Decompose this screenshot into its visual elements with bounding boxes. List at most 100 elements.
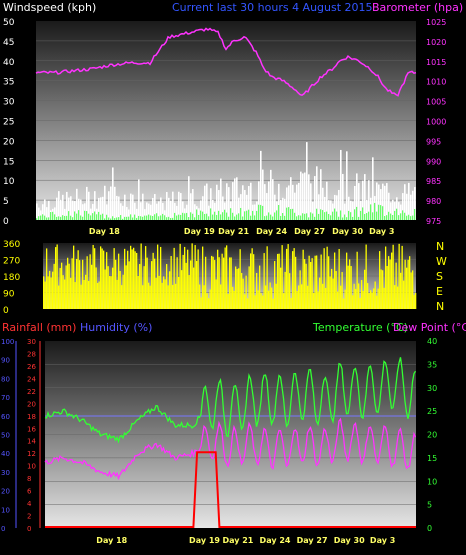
direction-bar xyxy=(257,290,259,309)
compass-label: W xyxy=(436,255,447,268)
direction-bar xyxy=(151,261,153,309)
windspeed-bar xyxy=(298,182,300,220)
direction-bar xyxy=(191,243,193,309)
direction-bar xyxy=(290,297,292,309)
gust-bar xyxy=(356,206,358,220)
windspeed-tick: 50 xyxy=(3,18,15,28)
windspeed-bar xyxy=(40,210,42,220)
windspeed-bar xyxy=(206,183,208,220)
direction-bar xyxy=(232,286,234,309)
windspeed-bar xyxy=(166,192,168,220)
barometer-tick: 1020 xyxy=(426,38,446,47)
windspeed-bar xyxy=(294,192,296,220)
windspeed-bar xyxy=(150,204,152,220)
gust-bar xyxy=(112,216,114,220)
barometer-tick: 1025 xyxy=(426,18,446,27)
windspeed-bar xyxy=(240,194,242,220)
gust-bar xyxy=(262,205,264,220)
gust-bar xyxy=(248,209,250,220)
humidity-tick: 100 xyxy=(1,338,14,346)
gust-bar xyxy=(350,212,352,220)
rainfall-tick: 18 xyxy=(27,413,36,421)
windspeed-bar xyxy=(148,203,150,220)
gust-bar xyxy=(242,216,244,220)
gust-bar xyxy=(200,210,202,220)
rainfall-tick: 24 xyxy=(27,375,36,383)
direction-bar xyxy=(305,263,307,309)
direction-bar xyxy=(359,298,361,309)
direction-bar xyxy=(322,283,324,309)
direction-bar xyxy=(157,244,159,309)
windspeed-bar xyxy=(336,195,338,220)
gust-bar xyxy=(234,216,236,220)
direction-bar xyxy=(71,258,73,309)
windspeed-bar xyxy=(56,197,58,220)
direction-bar xyxy=(376,295,378,309)
windspeed-bar xyxy=(290,177,292,220)
gust-bar xyxy=(54,214,56,220)
windspeed-bar xyxy=(390,202,392,220)
direction-bar xyxy=(355,288,357,309)
direction-bar xyxy=(386,266,388,309)
direction-bar xyxy=(220,284,222,309)
direction-bar xyxy=(185,262,187,309)
windspeed-bar xyxy=(218,190,220,220)
direction-bar xyxy=(107,266,109,309)
windspeed-bar xyxy=(202,196,204,220)
gust-bar xyxy=(204,213,206,220)
direction-bar xyxy=(125,265,127,309)
gust-bar xyxy=(312,213,314,220)
windspeed-bar xyxy=(158,201,160,220)
gust-bar xyxy=(238,213,240,220)
gust-bar xyxy=(240,207,242,220)
direction-bar xyxy=(325,288,327,309)
gust-bar xyxy=(414,208,416,220)
x-tick-label: Day 21 xyxy=(218,227,249,236)
direction-bar xyxy=(241,273,243,309)
gust-bar xyxy=(376,211,378,220)
windspeed-bar xyxy=(204,185,206,220)
direction-bar xyxy=(208,298,210,309)
windspeed-bar xyxy=(322,187,324,220)
windspeed-bar xyxy=(318,194,320,220)
gust-bar xyxy=(96,214,98,220)
direction-bar xyxy=(343,298,345,309)
gust-bar xyxy=(256,210,258,220)
barometer-tick: 980 xyxy=(426,197,441,206)
direction-bar xyxy=(374,281,376,309)
gust-bar xyxy=(48,217,50,220)
gust-bar xyxy=(142,216,144,220)
rainfall-tick: 26 xyxy=(27,363,36,371)
windspeed-bar xyxy=(134,202,136,220)
windspeed-bar xyxy=(114,186,116,220)
windspeed-bar xyxy=(122,205,124,220)
direction-bar xyxy=(329,276,331,309)
direction-bar xyxy=(235,266,237,309)
direction-bar xyxy=(98,281,100,309)
direction-bar xyxy=(268,290,270,309)
gust-bar xyxy=(260,204,262,220)
gust-bar xyxy=(304,213,306,220)
gust-bar xyxy=(172,217,174,220)
gust-bar xyxy=(342,217,344,220)
windspeed-bar xyxy=(80,199,82,220)
windspeed-bar xyxy=(378,184,380,220)
windspeed-bar xyxy=(302,173,304,220)
direction-bar xyxy=(43,276,45,309)
direction-bar xyxy=(373,288,375,309)
gust-bar xyxy=(78,210,80,220)
direction-bar xyxy=(91,264,93,309)
direction-bar xyxy=(406,267,408,309)
windspeed-bar xyxy=(354,185,356,220)
gust-bar xyxy=(358,216,360,220)
gust-bar xyxy=(274,212,276,220)
direction-bar xyxy=(256,272,258,309)
windspeed-bars xyxy=(36,142,416,220)
windspeed-bar xyxy=(404,184,406,220)
direction-bar xyxy=(244,294,246,309)
direction-bar xyxy=(400,272,402,309)
direction-bar xyxy=(293,248,295,309)
gust-bar xyxy=(402,210,404,220)
direction-bar xyxy=(392,244,394,309)
